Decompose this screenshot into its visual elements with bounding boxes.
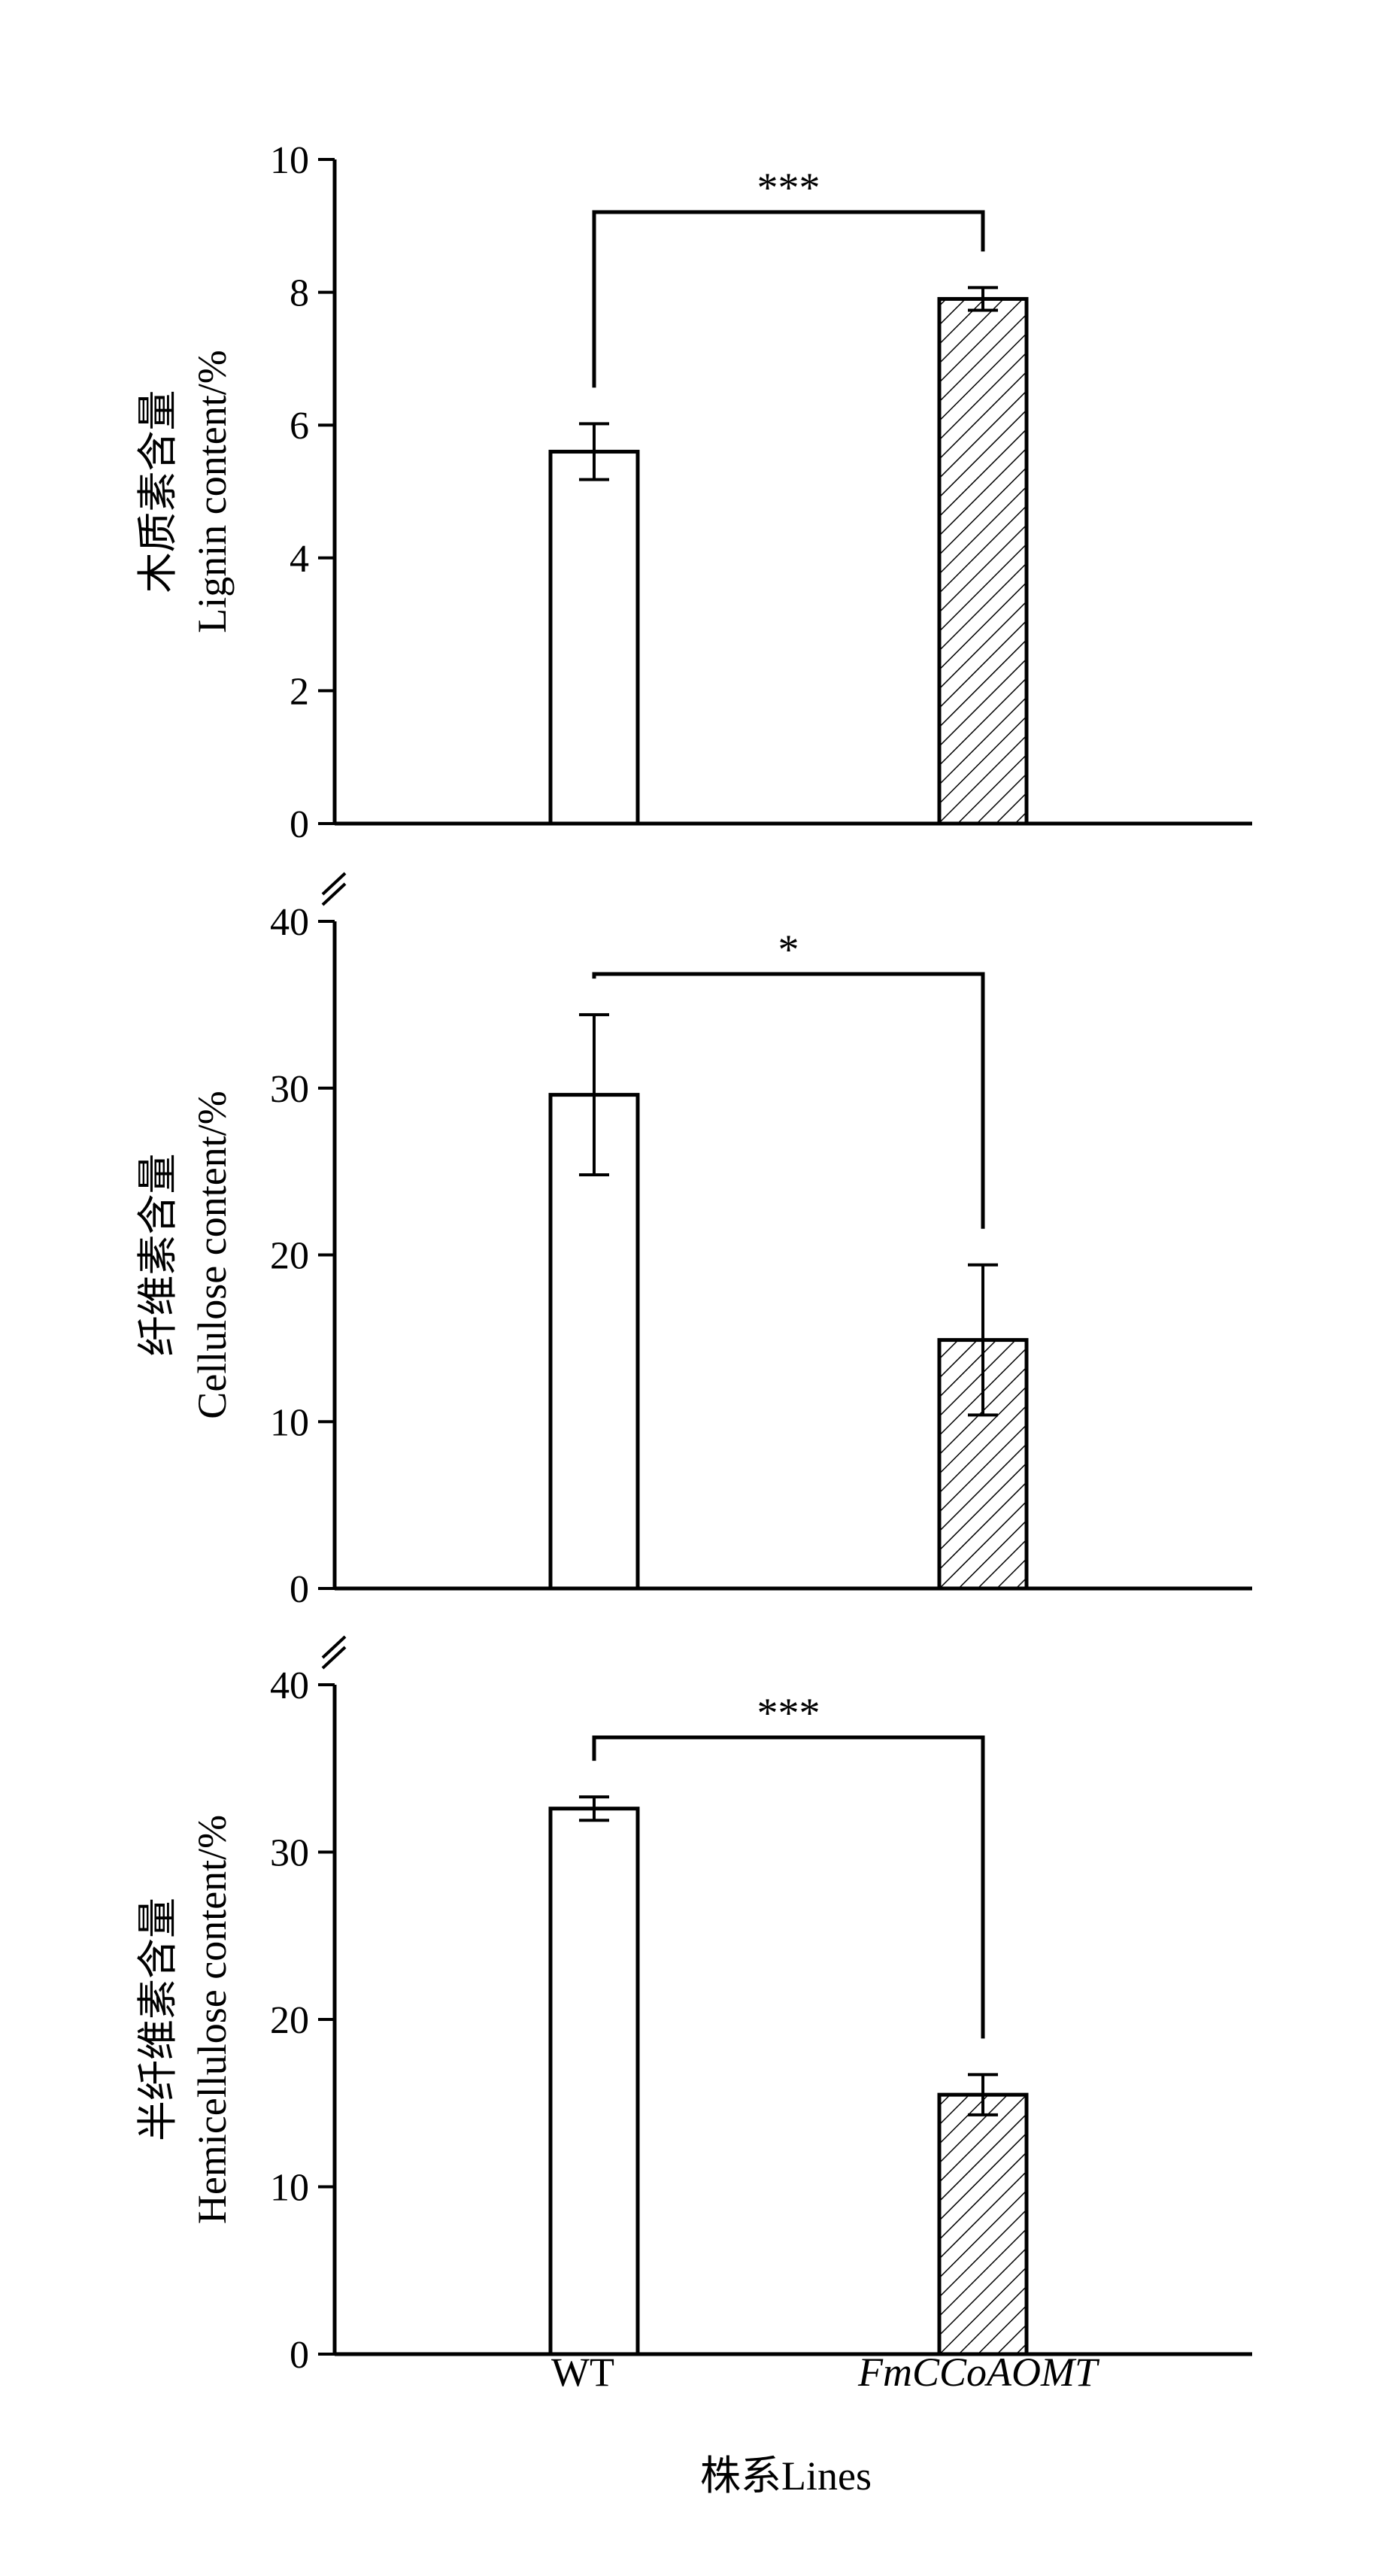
- bar-fmccoaomt: [937, 2092, 1029, 2356]
- y-tick-label: 10: [270, 139, 309, 182]
- panel-2: 0 10 20 30 40 纤维素含量 Cellulose content/% *: [135, 872, 1252, 1611]
- y-axis-title-en: Cellulose content/%: [190, 1091, 235, 1418]
- bar-wt: [548, 1807, 640, 2356]
- y-tick-label: 10: [270, 2167, 309, 2210]
- significance-label: ***: [757, 165, 820, 211]
- panel-3: 0 10 20 30 40 半纤维素含量 Hemicellulose content/% **…: [135, 1635, 1252, 2377]
- category-label-fmccoaomt: FmCCoAOMT: [857, 2350, 1100, 2395]
- category-label-wt: WT: [551, 2350, 614, 2395]
- significance-label: *: [778, 927, 799, 973]
- y-tick-label: 40: [270, 1664, 309, 1707]
- y-tick-label: 8: [290, 272, 309, 315]
- y-tick-label: 30: [270, 1832, 309, 1875]
- x-axis-title: 株系Lines: [700, 2453, 872, 2499]
- y-tick-label: 40: [270, 901, 309, 944]
- y-tick-label: 20: [270, 1999, 309, 2042]
- significance-bracket: [592, 1735, 985, 2039]
- axis-break-mark: [321, 872, 347, 896]
- y-tick-label: 0: [290, 803, 309, 846]
- y-axis-title-cn: 半纤维素含量: [135, 1898, 180, 2141]
- y-tick-label: 2: [290, 670, 309, 713]
- axis-break-mark: [321, 882, 347, 906]
- axis-break-mark: [321, 1646, 347, 1670]
- y-tick-label: 0: [290, 2334, 309, 2377]
- significance-bracket: [592, 210, 985, 388]
- y-axis-title-cn: 木质素含量: [135, 390, 180, 593]
- y-tick-label: 20: [270, 1235, 309, 1278]
- y-axis-title-cn: 纤维素含量: [135, 1154, 180, 1357]
- significance-label: ***: [757, 1690, 820, 1737]
- y-tick-label: 10: [270, 1401, 309, 1444]
- panel-1: 0 2 4 6 8 10 木质素含量 Lignin content/% ***: [135, 139, 1252, 846]
- axis-break-mark: [321, 1635, 347, 1659]
- chart-panels: 0 2 4 6 8 10 木质素含量 Lignin content/% *** 0 10 20 30 40…: [135, 139, 1252, 2377]
- y-tick-label: 0: [290, 1568, 309, 1611]
- bar-fmccoaomt: [937, 296, 1029, 826]
- y-axis-title-en: Hemicellulose content/%: [190, 1815, 235, 2224]
- y-axis-title-en: Lignin content/%: [190, 350, 235, 633]
- y-tick-label: 4: [290, 538, 309, 581]
- y-tick-label: 6: [290, 405, 309, 448]
- significance-bracket: [592, 972, 985, 1229]
- bar-wt: [548, 450, 640, 826]
- y-tick-label: 30: [270, 1068, 309, 1111]
